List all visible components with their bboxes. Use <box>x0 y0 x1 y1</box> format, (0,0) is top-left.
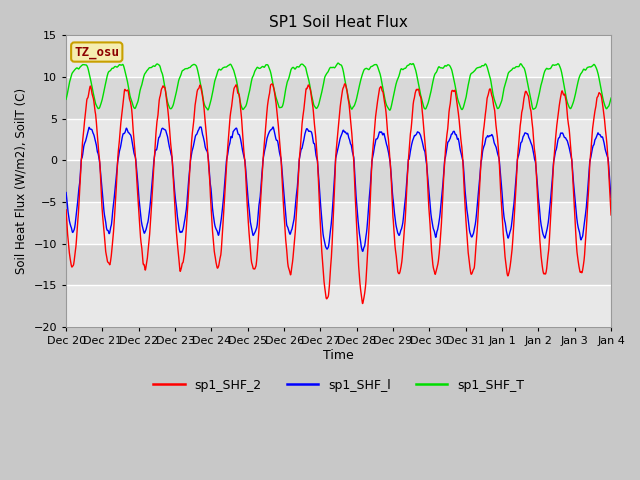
Legend: sp1_SHF_2, sp1_SHF_l, sp1_SHF_T: sp1_SHF_2, sp1_SHF_l, sp1_SHF_T <box>148 374 529 397</box>
Bar <box>66 36 611 77</box>
Bar <box>66 160 611 202</box>
Bar <box>66 244 611 286</box>
Y-axis label: Soil Heat Flux (W/m2), SoilT (C): Soil Heat Flux (W/m2), SoilT (C) <box>15 88 28 274</box>
Bar <box>66 77 611 119</box>
Title: SP1 Soil Heat Flux: SP1 Soil Heat Flux <box>269 15 408 30</box>
Bar <box>66 119 611 160</box>
Bar <box>66 202 611 244</box>
Text: TZ_osu: TZ_osu <box>74 46 119 59</box>
X-axis label: Time: Time <box>323 349 354 362</box>
Bar <box>66 286 611 327</box>
